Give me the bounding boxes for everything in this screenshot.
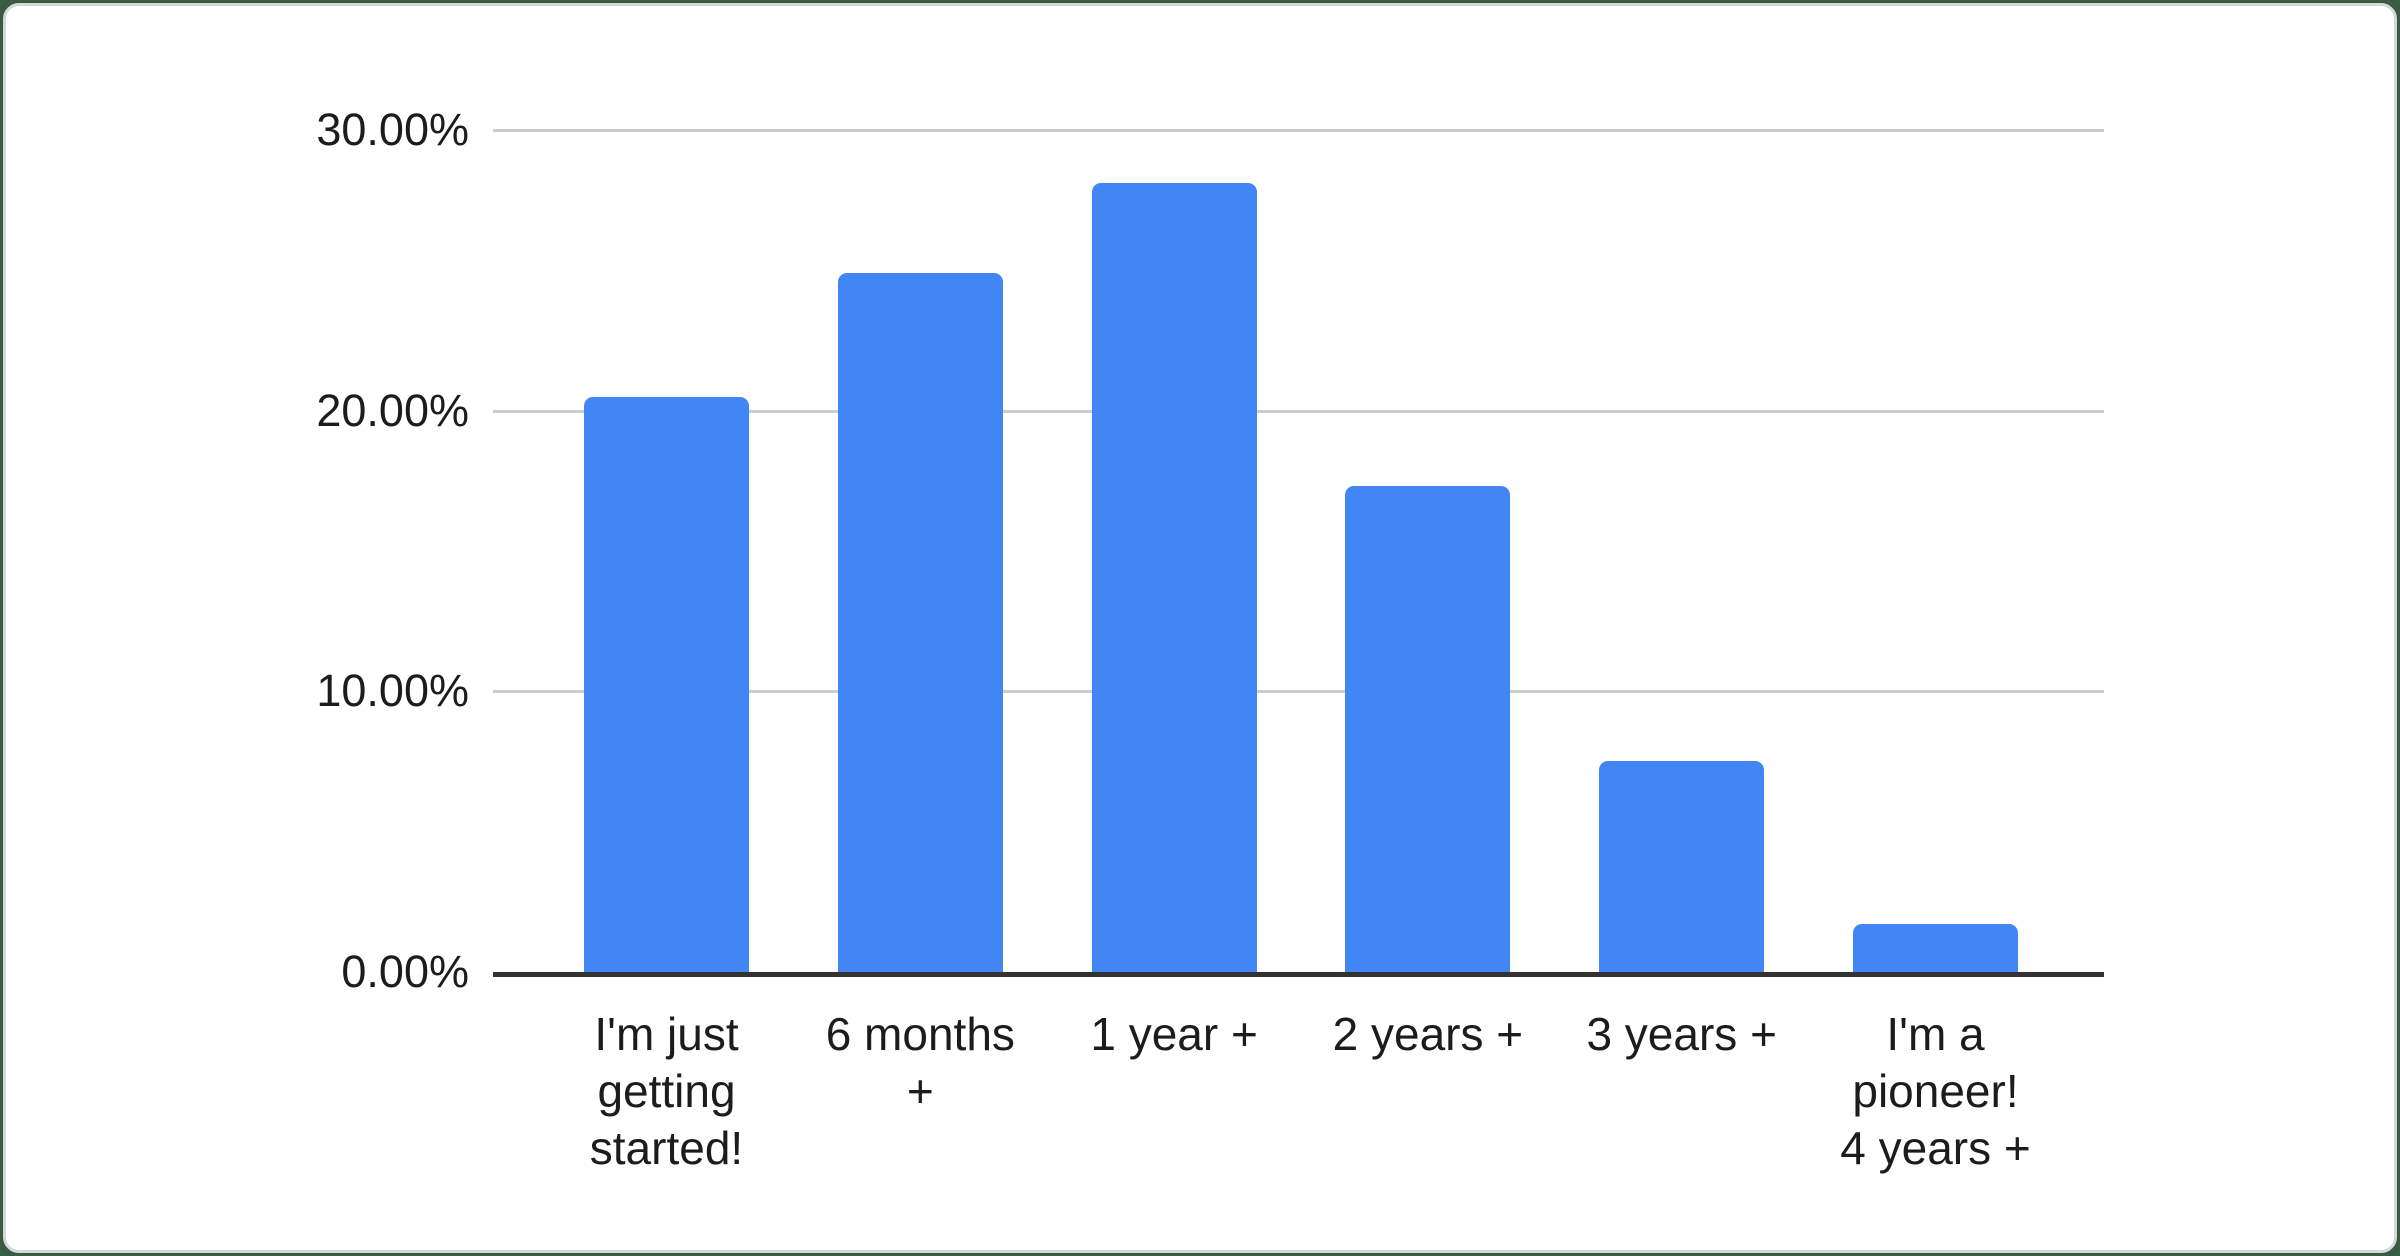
bar-3-years[interactable] — [1599, 761, 1765, 972]
y-axis-tick-label: 10.00% — [316, 665, 469, 717]
gridline-20pct — [493, 409, 2104, 413]
x-axis-line — [493, 972, 2104, 977]
bar-6-months[interactable] — [837, 273, 1003, 972]
bar-i-m-a-pioneer-4-years[interactable] — [1853, 924, 2018, 972]
y-axis-tick-label: 20.00% — [316, 384, 469, 436]
chart-card: 30.00% 20.00% 10.00% 0.00% I'm just getting st… — [3, 3, 2397, 1253]
x-axis-label-2-years: 2 years + — [1332, 1008, 1524, 1060]
bar-2-years[interactable] — [1345, 486, 1511, 972]
x-axis-label-6-months: 6 months + — [825, 1008, 1015, 1117]
gridline-10pct — [493, 690, 2104, 694]
y-axis-tick-label: 30.00% — [316, 103, 469, 155]
x-axis-label-i-m-just-getting-started: I'm just getting started! — [589, 1008, 744, 1174]
bar-1-year[interactable] — [1091, 183, 1257, 972]
x-axis-label-i-m-a-pioneer-4-years: I'm a pioneer! 4 years + — [1840, 1008, 2031, 1174]
gridline-30pct — [493, 128, 2104, 132]
y-axis-tick-label: 0.00% — [341, 946, 469, 997]
bar-chart: 30.00% 20.00% 10.00% 0.00% I'm just getting st… — [6, 6, 2400, 1256]
bar-i-m-just-getting-started[interactable] — [584, 396, 749, 972]
x-axis-label-1-year: 1 year + — [1090, 1008, 1258, 1060]
x-axis-label-3-years: 3 years + — [1586, 1008, 1777, 1060]
